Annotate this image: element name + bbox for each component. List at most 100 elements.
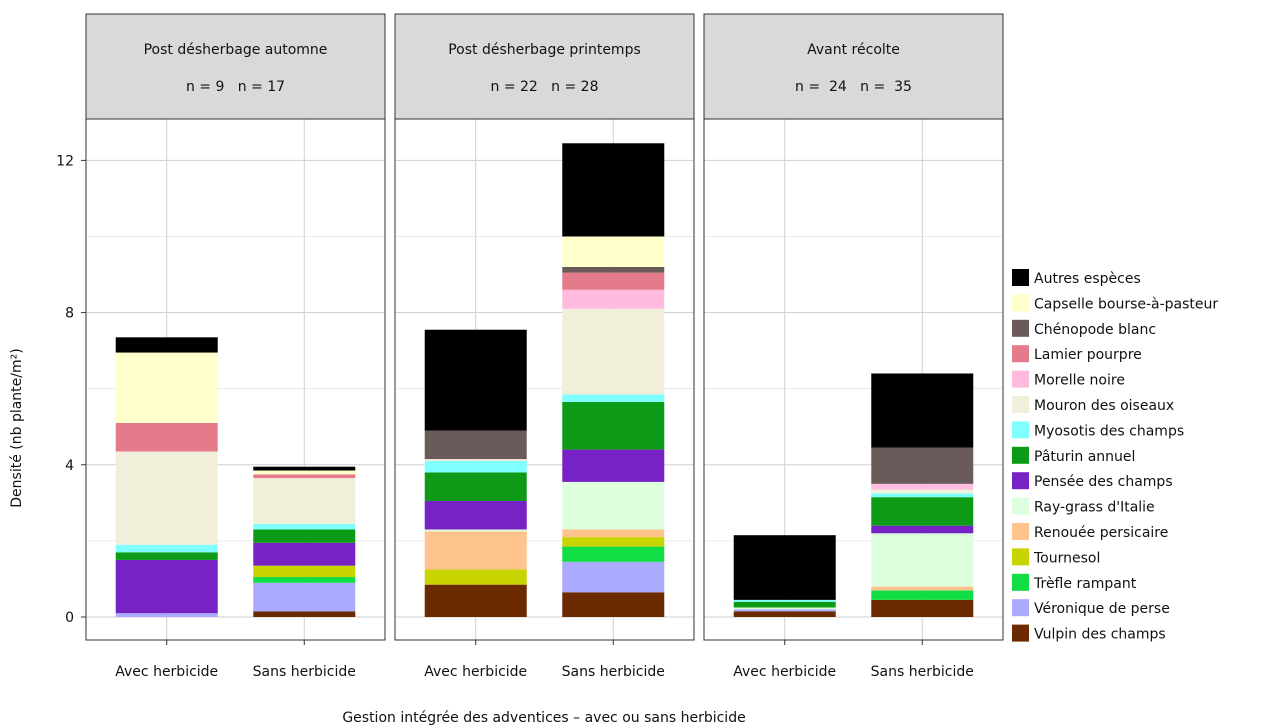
bar-segment — [424, 529, 527, 532]
panel-1: Post désherbage automne n = 9 n = 17 Avec … — [85, 13, 386, 680]
legend-item: Mouron des oiseaux — [1012, 396, 1174, 414]
bar-segment — [115, 451, 218, 545]
legend-item: Renouée persicaire — [1012, 523, 1168, 541]
legend-swatch — [1012, 421, 1029, 439]
bar-segment — [871, 525, 974, 534]
legend-label: Morelle noire — [1034, 373, 1125, 389]
bar-segment — [115, 352, 218, 423]
y-axis-title: Densité (nb plante/m²) — [9, 348, 25, 507]
legend-label: Trèfle rampant — [1033, 576, 1137, 592]
y-axis: 0 4 8 12 — [56, 153, 86, 626]
panel-strip — [394, 13, 695, 120]
bar-segment — [115, 422, 218, 452]
bar-segment — [253, 529, 356, 543]
legend-item: Pâturin annuel — [1012, 446, 1135, 465]
legend-label: Mouron des oiseaux — [1034, 398, 1174, 414]
legend-swatch — [1012, 319, 1029, 337]
legend-item: Autres espèces — [1012, 269, 1141, 287]
bar-segment — [253, 523, 356, 530]
bar-segment — [253, 466, 356, 471]
panel-border — [394, 118, 695, 641]
legend-swatch — [1012, 523, 1029, 540]
bar-segment — [871, 373, 974, 448]
x-axis-title: Gestion intégrée des adventices – avec o… — [342, 710, 745, 726]
legend-item: Vulpin des champs — [1012, 624, 1166, 643]
bar-segment — [562, 266, 665, 273]
bar-segment — [733, 601, 836, 608]
panel-title: Avant récolte — [807, 42, 900, 58]
bar-segment — [424, 569, 527, 585]
x-tick-label: Sans herbicide — [562, 664, 665, 680]
bar-segment — [562, 537, 665, 547]
legend-label: Vulpin des champs — [1034, 627, 1166, 643]
bar-segment — [871, 586, 974, 591]
bar-segment — [253, 611, 356, 617]
panel-sample-size: n = 24 n = 35 — [795, 79, 912, 95]
bar-segment — [424, 329, 527, 431]
legend-label: Lamier pourpre — [1034, 347, 1142, 363]
panel-title: Post désherbage automne — [144, 42, 328, 58]
bar-segment — [115, 613, 218, 617]
bar-segment — [115, 552, 218, 560]
bar-segment — [424, 459, 527, 461]
legend-label: Myosotis des champs — [1034, 423, 1184, 439]
panel-3: Avant récolte n = 24 n = 35 Avec herbicide… — [703, 13, 1004, 680]
legend-label: Capselle bourse-à-pasteur — [1034, 296, 1218, 312]
legend-swatch — [1012, 396, 1029, 413]
y-tick-label: 8 — [65, 306, 74, 322]
bar-segment — [733, 535, 836, 600]
x-tick-label: Avec herbicide — [733, 664, 836, 680]
bar-segment — [733, 609, 836, 612]
legend-label: Véronique de perse — [1034, 601, 1170, 617]
panel-title: Post désherbage printemps — [448, 42, 641, 58]
legend-label: Renouée persicaire — [1034, 525, 1168, 541]
legend-swatch — [1012, 446, 1029, 464]
legend-swatch — [1012, 599, 1029, 617]
bar-segment — [871, 533, 974, 587]
legend-item: Trèfle rampant — [1012, 573, 1137, 592]
legend-swatch — [1012, 624, 1029, 642]
bar-segment — [253, 542, 356, 566]
bar-segment — [733, 599, 836, 602]
panel-sample-size: n = 22 n = 28 — [491, 79, 599, 95]
bar-segment — [562, 308, 665, 395]
legend-item: Chénopode blanc — [1012, 319, 1156, 338]
legend-swatch — [1012, 345, 1029, 363]
x-tick-label: Avec herbicide — [424, 664, 527, 680]
bar-segment — [424, 472, 527, 501]
bar-segment — [253, 478, 356, 524]
x-tick-label: Sans herbicide — [253, 664, 356, 680]
bar-segment — [871, 497, 974, 526]
x-tick-label: Avec herbicide — [115, 664, 218, 680]
legend-swatch — [1012, 294, 1029, 312]
legend-item: Ray-grass d'Italie — [1012, 497, 1155, 516]
panel-border — [85, 118, 386, 641]
legend: Autres espèces Capselle bourse-à-pasteur C… — [1012, 269, 1218, 643]
bar-segment — [424, 460, 527, 473]
bar-segment — [253, 470, 356, 475]
bar-segment — [562, 289, 665, 309]
bar-segment — [871, 489, 974, 494]
legend-label: Ray-grass d'Italie — [1034, 500, 1155, 516]
bar-segment — [115, 337, 218, 353]
panel-strip — [703, 13, 1004, 120]
legend-swatch — [1012, 370, 1029, 388]
bar-segment — [562, 143, 665, 237]
bar-segment — [253, 565, 356, 578]
bar-segment — [871, 483, 974, 490]
legend-item: Tournesol — [1012, 548, 1100, 566]
bar-segment — [562, 394, 665, 403]
bar-segment — [562, 402, 665, 450]
y-tick-label: 12 — [56, 153, 74, 169]
legend-swatch — [1012, 548, 1029, 566]
legend-swatch — [1012, 497, 1029, 515]
panel-border — [703, 118, 1004, 641]
bar-segment — [253, 582, 356, 612]
bar-segment — [562, 592, 665, 617]
legend-item: Morelle noire — [1012, 370, 1125, 389]
bar-segment — [733, 607, 836, 610]
panel-sample-size: n = 9 n = 17 — [186, 79, 285, 95]
legend-item: Véronique de perse — [1012, 599, 1170, 617]
legend-label: Chénopode blanc — [1034, 322, 1156, 338]
